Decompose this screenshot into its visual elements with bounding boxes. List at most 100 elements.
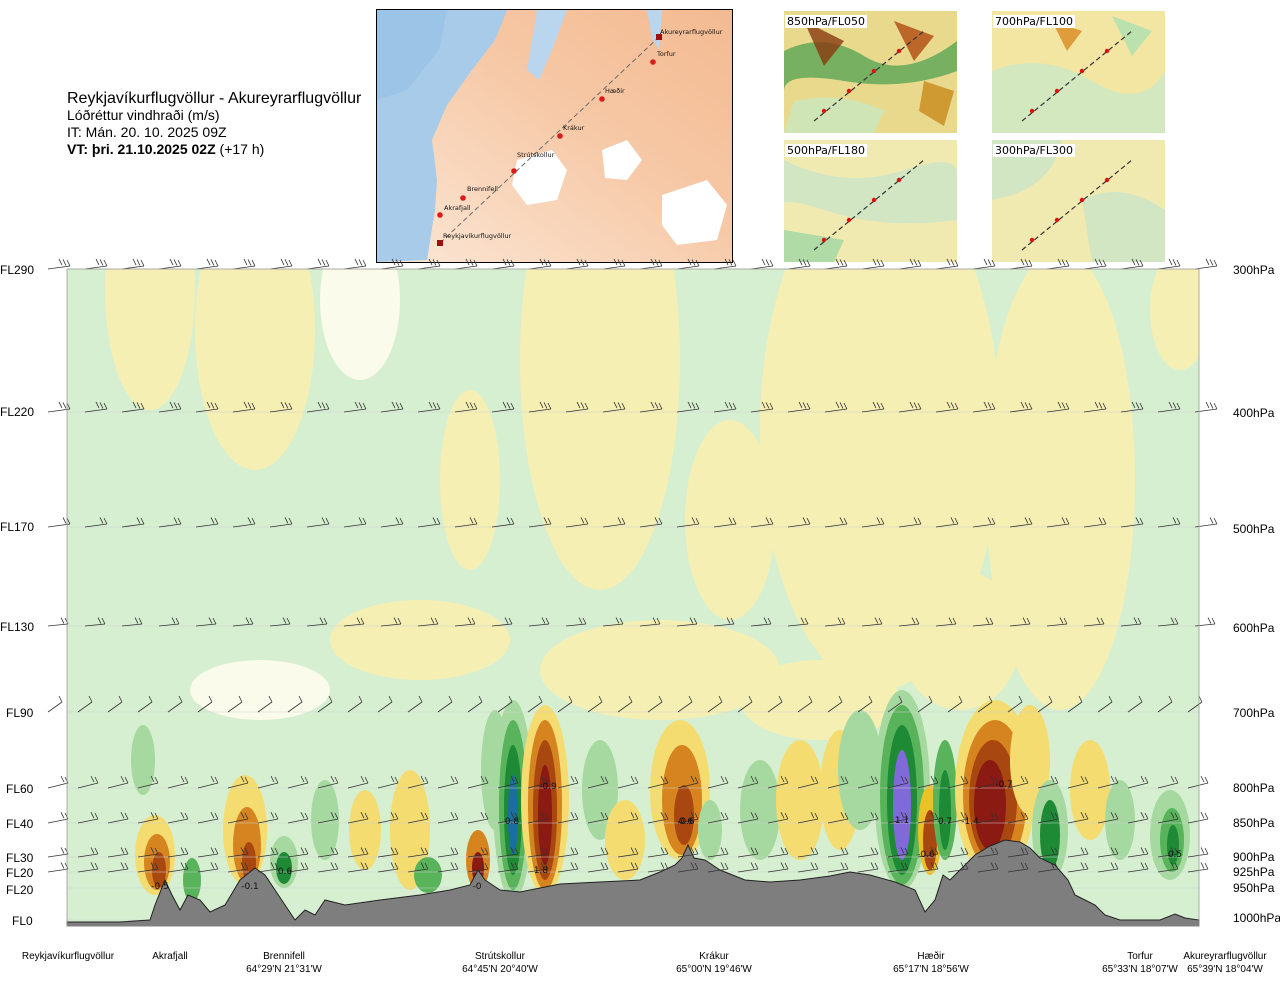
value-label: -0.7: [995, 780, 1013, 790]
location-label: Krákur 65°00'N 19°46'W: [676, 951, 752, 975]
mini-map-500-svg: [784, 140, 957, 262]
pressure-label: 600hPa: [1233, 621, 1275, 635]
wind-barb: [737, 812, 759, 824]
wind-barb: [77, 847, 99, 858]
wind-barb: [343, 517, 367, 528]
wind-barb: [528, 617, 550, 627]
mini-map-850-svg: [784, 11, 957, 133]
wind-barb: [137, 812, 159, 824]
velocity-cell: [1105, 780, 1135, 860]
wind-barb: [317, 812, 339, 824]
wind-barb: [527, 775, 549, 789]
velocity-cell: [1070, 740, 1110, 840]
wind-barb: [647, 695, 663, 713]
wind-barb: [1007, 695, 1023, 713]
wind-barb: [824, 258, 848, 270]
wind-barb: [935, 401, 959, 413]
wind-barb: [947, 862, 969, 873]
wind-barb: [898, 617, 920, 627]
wind-barb: [167, 862, 189, 873]
wind-barb: [437, 862, 459, 873]
wind-barb: [347, 812, 369, 824]
velocity-cell: [538, 765, 552, 865]
wind-barb: [195, 617, 217, 627]
wind-barb: [1083, 517, 1107, 528]
wind-barb: [972, 617, 994, 627]
wind-barb: [647, 775, 669, 789]
wind-barb: [602, 401, 626, 413]
wind-barb: [1194, 258, 1218, 270]
route-title: Reykjavíkurflugvöllur - Akureyrarflugvöl…: [67, 90, 362, 107]
wind-barb: [676, 517, 700, 528]
wind-barbs: [47, 258, 1218, 873]
wind-barb: [857, 695, 873, 713]
fl-label: FL130: [0, 620, 35, 634]
wind-barb: [557, 695, 573, 713]
location-label: Strútskollur 64°45'N 20°40'W: [462, 951, 538, 975]
wind-barb: [1009, 617, 1031, 627]
wind-barb: [587, 775, 609, 789]
wind-barb: [750, 258, 774, 270]
value-label: -0.1: [241, 882, 259, 892]
wind-barb: [565, 617, 587, 627]
route-map: Akureyrarflugvöllur Torfur Hæðir Krákur …: [376, 9, 733, 263]
wind-barb: [343, 401, 367, 413]
waypoint-strutskollur: [511, 168, 517, 174]
wind-barb: [47, 401, 71, 413]
wind-barb: [1097, 695, 1113, 713]
wind-barb: [77, 695, 93, 713]
wind-barb: [639, 401, 663, 413]
wind-barb: [380, 517, 404, 528]
wind-barb: [47, 695, 63, 713]
wind-barb: [107, 847, 129, 858]
wind-barb: [713, 517, 737, 528]
pressure-label: 900hPa: [1233, 850, 1275, 864]
wind-barb: [1127, 812, 1149, 824]
init-time: IT: Mán. 20. 10. 2025 09Z: [67, 124, 227, 140]
velocity-cell: [276, 852, 292, 884]
wind-barb: [602, 617, 624, 627]
wind-barb: [713, 401, 737, 413]
wind-barb: [1157, 862, 1179, 873]
wind-barb: [750, 617, 772, 627]
waypoint-torfur: [650, 59, 656, 65]
weak-band: [900, 570, 1020, 710]
wind-barb: [713, 258, 737, 270]
waypoint-markers: [437, 34, 662, 246]
wind-barb: [1046, 517, 1070, 528]
wind-barb: [232, 258, 256, 270]
wind-barb: [677, 775, 699, 789]
wind-barb: [347, 695, 363, 713]
weak-band: [320, 269, 400, 380]
wind-barb: [797, 847, 819, 858]
wind-barb: [287, 847, 309, 858]
wind-barb: [639, 258, 663, 270]
wind-barb: [380, 617, 402, 627]
wind-barb: [767, 847, 789, 858]
wind-barb: [528, 401, 552, 413]
velocity-cell: [414, 857, 442, 893]
wind-barb: [407, 847, 429, 858]
wind-barb: [47, 517, 71, 528]
wind-barb: [158, 258, 182, 270]
weak-band: [740, 660, 900, 740]
wind-barb: [287, 775, 309, 789]
wind-barb: [377, 775, 399, 789]
wind-barb: [407, 695, 423, 713]
velocity-cell: [605, 800, 645, 880]
wind-barb: [767, 812, 789, 824]
wind-barb: [1067, 862, 1089, 873]
wind-barb: [1157, 401, 1181, 413]
wind-barb: [158, 617, 180, 627]
wind-barb: [232, 517, 256, 528]
wind-barb: [1157, 812, 1179, 824]
wind-barb: [707, 775, 729, 789]
fl-label: FL290: [0, 263, 35, 277]
wind-barb: [647, 812, 669, 824]
route-map-svg: Akureyrarflugvöllur Torfur Hæðir Krákur …: [377, 10, 732, 262]
wind-barb: [417, 517, 441, 528]
value-label: 0.7: [938, 817, 952, 827]
wind-barb: [417, 258, 441, 270]
valid-time-prefix: VT: þri. 21.10.2025 02Z: [67, 141, 216, 157]
wind-barb: [317, 695, 333, 713]
